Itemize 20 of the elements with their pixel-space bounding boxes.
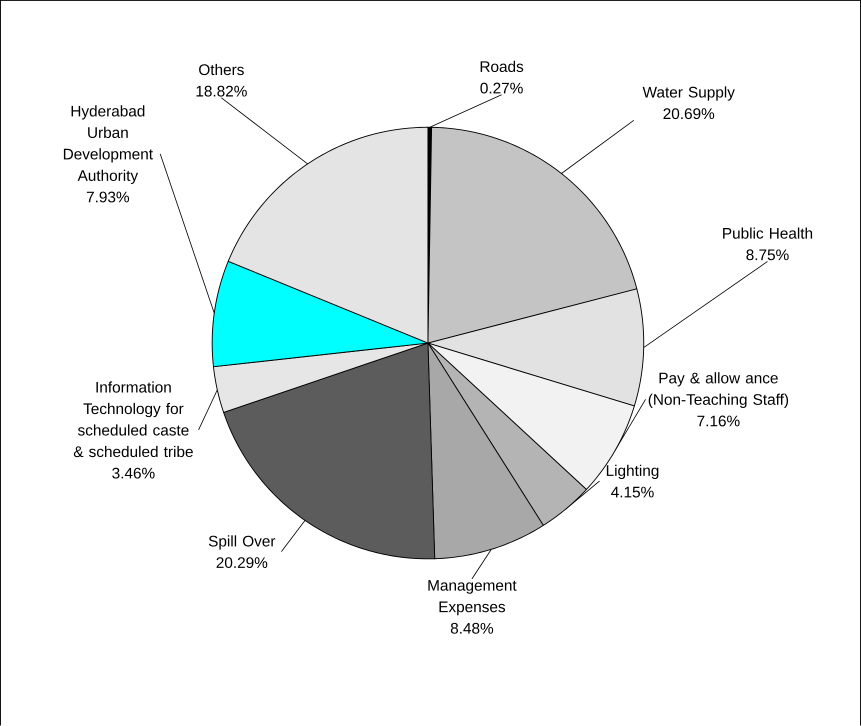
data-label: 20.29% <box>216 557 268 568</box>
slice-label: Hyderabad Urban Development Authority <box>64 105 153 184</box>
data-label: 20.69% <box>663 108 714 120</box>
slice-label: Information Technology for scheduled caste & scheduled tribe <box>74 381 193 458</box>
slice-label: Spill Over <box>208 535 276 550</box>
slice-label: Management Expenses <box>428 580 517 616</box>
slice-label: Roads <box>480 60 524 72</box>
data-label: 3.46% <box>112 468 155 479</box>
data-label: 7.93% <box>86 192 130 202</box>
data-label: 8.48% <box>450 622 494 634</box>
data-label: 8.75% <box>746 249 789 260</box>
data-label: 4.15% <box>611 486 654 498</box>
data-label: 7.16% <box>697 416 740 426</box>
slice-label: Pay & allow ance (Non-Teaching Staff) <box>648 372 788 408</box>
slice-label: Others <box>199 64 244 76</box>
slice-label: Water Supply <box>642 86 735 101</box>
data-label: 18.82% <box>196 86 247 97</box>
slice-label: Public Health <box>723 227 812 239</box>
slice-label: Lighting <box>606 464 658 480</box>
data-label: 0.27% <box>480 82 523 94</box>
